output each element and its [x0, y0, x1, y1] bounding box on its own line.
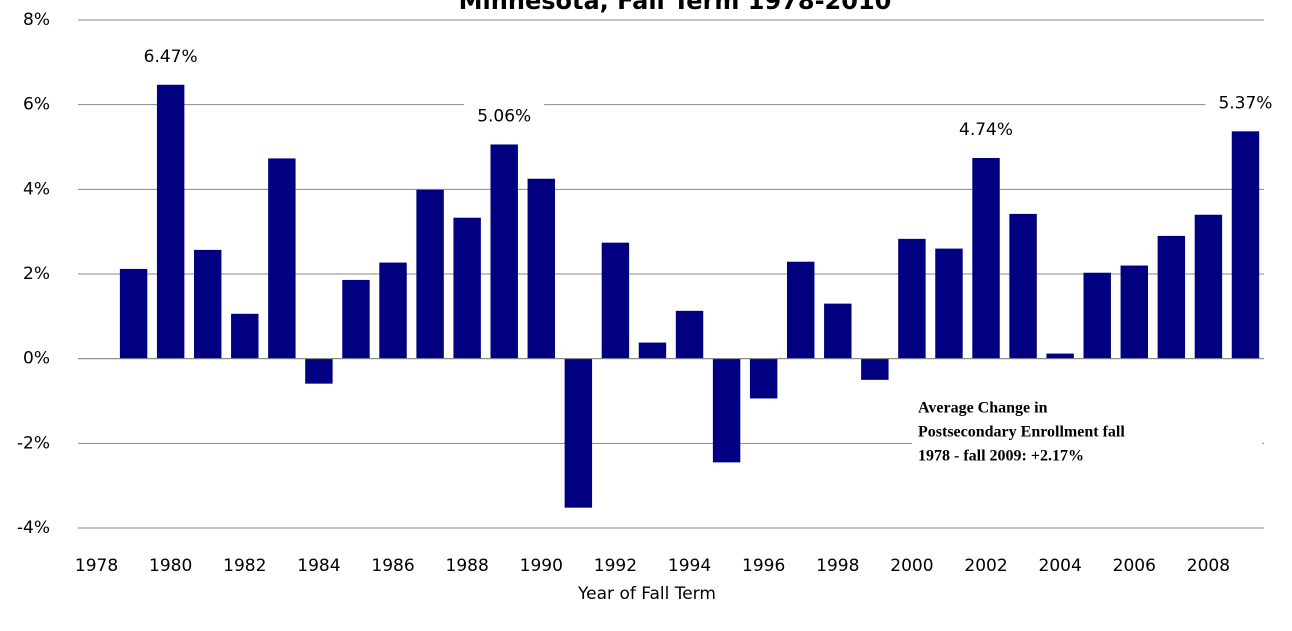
bar	[898, 238, 926, 359]
x-tick-label: 1984	[297, 556, 340, 576]
data-label-background	[1205, 90, 1286, 117]
bar	[638, 342, 667, 359]
annotation: 1978 - fall 2009: +2.17%	[918, 448, 1084, 465]
x-axis-label: Year of Fall Term	[577, 584, 716, 604]
data-label: 5.06%	[477, 106, 531, 126]
bar	[601, 242, 630, 359]
x-tick-label: 2002	[964, 556, 1007, 576]
y-tick-label: -2%	[17, 433, 50, 453]
bar	[1083, 272, 1111, 359]
bar	[675, 310, 704, 359]
bar	[1046, 353, 1074, 359]
bar	[749, 358, 778, 399]
bar	[119, 268, 148, 359]
x-tick-label: 1988	[446, 556, 489, 576]
y-tick-label: 0%	[23, 349, 50, 369]
x-tick-label: 2006	[1113, 556, 1156, 576]
x-tick-label: 2000	[890, 556, 933, 576]
bar	[972, 158, 1000, 359]
bar	[1009, 213, 1037, 359]
data-label-background	[130, 43, 211, 70]
bar	[1120, 265, 1148, 359]
bar	[305, 358, 333, 384]
chart-title: Minnesota, Fall Term 1978-2010	[459, 0, 892, 15]
bar	[156, 84, 185, 359]
y-tick-label: -4%	[17, 518, 50, 538]
bar	[416, 189, 444, 359]
x-tick-label: 1998	[816, 556, 859, 576]
y-tick-label: 8%	[23, 10, 50, 30]
x-tick-label: 2004	[1039, 556, 1082, 576]
y-tick-label: 6%	[23, 95, 50, 115]
annotation: Average Change in	[918, 400, 1048, 417]
data-label: 6.47%	[144, 47, 198, 67]
bar	[268, 158, 296, 359]
x-tick-label: 1982	[223, 556, 266, 576]
annotation: Postsecondary Enrollment fall	[918, 424, 1125, 441]
bar	[1231, 131, 1260, 359]
y-tick-label: 2%	[23, 264, 50, 284]
bar	[453, 217, 481, 359]
x-tick-label: 1980	[149, 556, 192, 576]
annotation-background	[912, 395, 1262, 485]
x-tick-label: 1978	[75, 556, 118, 576]
bar	[861, 358, 889, 380]
bar	[935, 248, 963, 359]
x-tick-label: 1990	[520, 556, 563, 576]
bar	[787, 261, 815, 359]
bar	[231, 313, 259, 359]
bar	[1157, 235, 1186, 359]
x-tick-label: 2008	[1187, 556, 1230, 576]
y-tick-label: 4%	[23, 179, 50, 199]
x-tick-label: 1986	[371, 556, 414, 576]
data-label-background	[464, 103, 545, 130]
bar	[564, 358, 593, 508]
data-label: 5.37%	[1218, 93, 1272, 113]
bar	[194, 249, 222, 359]
bar	[712, 358, 741, 463]
bar	[490, 144, 518, 359]
data-label: 4.74%	[959, 120, 1013, 140]
bar	[1194, 214, 1223, 359]
title-background	[268, 0, 1083, 30]
bar	[379, 262, 407, 359]
data-label-background	[946, 117, 1027, 144]
x-tick-label: 1992	[594, 556, 637, 576]
bar	[824, 303, 852, 359]
x-tick-label: 1994	[668, 556, 711, 576]
bar	[527, 178, 555, 359]
x-tick-label: 1996	[742, 556, 785, 576]
bar	[342, 279, 370, 359]
